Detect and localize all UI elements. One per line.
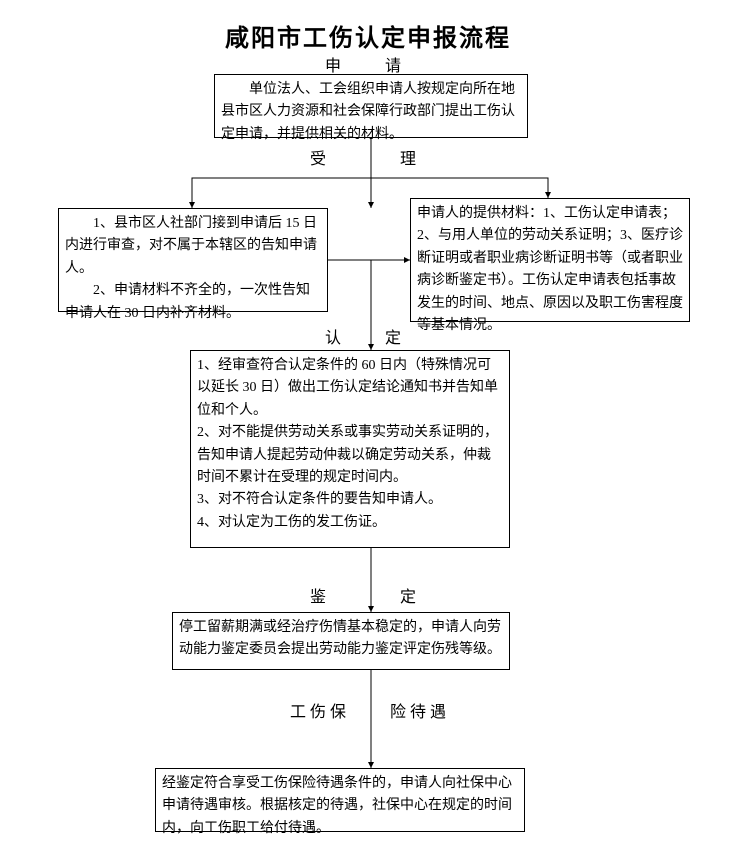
box-insurance: 经鉴定符合享受工伤保险待遇条件的，申请人向社保中心申请待遇审核。根据核定的待遇，… bbox=[155, 768, 525, 832]
box-appraise: 停工留薪期满或经治疗伤情基本稳定的，申请人向劳动能力鉴定委员会提出劳动能力鉴定评… bbox=[172, 612, 510, 670]
box-accept-right: 申请人的提供材料：1、工伤认定申请表；2、与用人单位的劳动关系证明；3、医疗诊断… bbox=[410, 198, 690, 322]
box-accept-left: 1、县市区人社部门接到申请后 15 日内进行审查，对不属于本辖区的告知申请人。 … bbox=[58, 208, 328, 312]
stage-apply-label: 申 请 bbox=[300, 52, 440, 76]
stage-appraise-label: 鉴 定 bbox=[300, 583, 440, 607]
box-determine: 1、经审查符合认定条件的 60 日内（特殊情况可以延长 30 日）做出工伤认定结… bbox=[190, 350, 510, 548]
box-apply: 单位法人、工会组织申请人按规定向所在地县市区人力资源和社会保障行政部门提出工伤认… bbox=[214, 74, 528, 138]
stage-insurance-label: 工伤保 险待遇 bbox=[270, 698, 470, 722]
stage-accept-label: 受 理 bbox=[300, 145, 440, 169]
page-title: 咸阳市工伤认定申报流程 bbox=[0, 18, 736, 53]
